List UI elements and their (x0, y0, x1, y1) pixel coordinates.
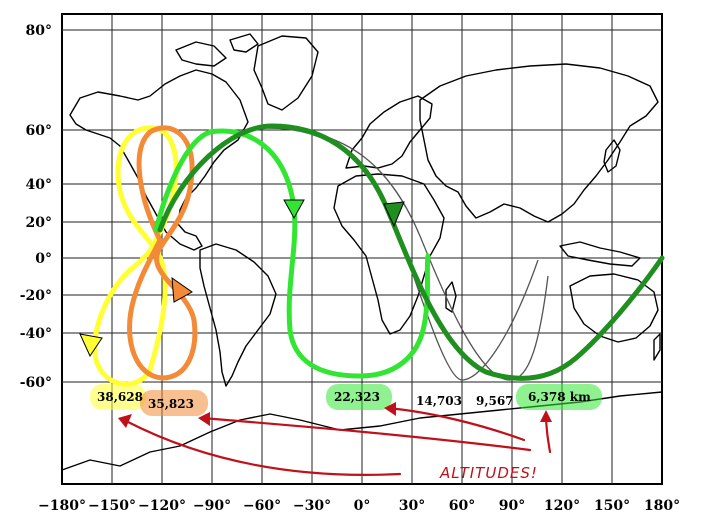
track-38628 (92, 125, 179, 387)
altitude-labels: 38,628 35,823 22,323 14,703 9,567 6,378 … (97, 390, 591, 411)
arrow-to-38628 (122, 418, 402, 476)
latitude-axis-labels: 80° 60° 40° 20° 0° -20° -40° -60° (20, 23, 52, 391)
lat-label: 0° (35, 251, 52, 267)
altitude-label-35823: 35,823 (148, 397, 194, 411)
greenland-coast (253, 35, 319, 111)
japan-coast (603, 139, 621, 173)
arctic-islands-coast (175, 33, 259, 67)
lon-label: 0° (354, 498, 371, 514)
lon-label: 120° (544, 498, 580, 514)
australia-coast (569, 273, 659, 343)
lat-label: 80° (26, 23, 52, 39)
altitude-label-14703: 14,703 (416, 394, 462, 408)
highlight-35823 (140, 390, 208, 416)
lat-label: 20° (26, 215, 52, 231)
africa-coast (333, 173, 445, 335)
lon-label: −30° (293, 498, 331, 514)
lat-label: -60° (20, 375, 52, 391)
longitude-axis-labels: −180° −150° −120° −90° −60° −30° 0° 30° … (38, 498, 680, 514)
arrowhead-22323 (384, 402, 396, 416)
arrowhead-6378 (540, 410, 552, 422)
arrow-35823 (171, 276, 193, 303)
south-america-coast (199, 243, 277, 387)
lat-label: -20° (20, 288, 52, 304)
arrow-to-35823 (200, 416, 532, 452)
lon-label: 60° (449, 498, 475, 514)
track-9567 (261, 127, 549, 381)
altitude-label-9567: 9,567 (476, 394, 514, 408)
altitude-highlights (90, 384, 602, 416)
altitude-label-22323: 22,323 (334, 390, 380, 404)
lon-label: −150° (88, 498, 136, 514)
highlight-6378 (516, 384, 602, 410)
altitudes-annotation: ALTITUDES! (439, 464, 538, 482)
europe-coast (345, 95, 433, 169)
new-zealand-coast (653, 333, 661, 361)
arrowhead-35823 (198, 412, 210, 426)
arrow-22323 (283, 199, 305, 220)
lon-label: −60° (243, 498, 281, 514)
lon-label: −90° (193, 498, 231, 514)
arrow-6378 (383, 201, 405, 228)
highlight-38628 (90, 384, 146, 410)
arrowhead-38628 (118, 414, 132, 428)
track-6378 (157, 123, 665, 381)
lon-label: −180° (38, 498, 86, 514)
lon-label: 90° (499, 498, 525, 514)
madagascar-coast (445, 281, 457, 313)
highlight-22323 (326, 384, 392, 410)
lon-label: 150° (594, 498, 630, 514)
asia-coast (419, 63, 659, 223)
track-22323 (153, 128, 431, 379)
arrow-to-22323 (386, 406, 526, 442)
lon-label: 180° (644, 498, 680, 514)
arrow-38628 (79, 333, 103, 358)
lat-label: -40° (20, 326, 52, 342)
annotation-arrowheads (118, 402, 552, 428)
indonesia-coast (559, 241, 641, 267)
lon-label: 30° (399, 498, 425, 514)
track-35823 (127, 125, 198, 381)
annotation-arrows (122, 406, 552, 476)
altitude-label-38628: 38,628 (97, 390, 143, 404)
lat-label: 40° (26, 177, 52, 193)
lat-label: 60° (26, 123, 52, 139)
lon-label: −120° (138, 498, 186, 514)
altitude-label-6378: 6,378 km (528, 390, 591, 404)
